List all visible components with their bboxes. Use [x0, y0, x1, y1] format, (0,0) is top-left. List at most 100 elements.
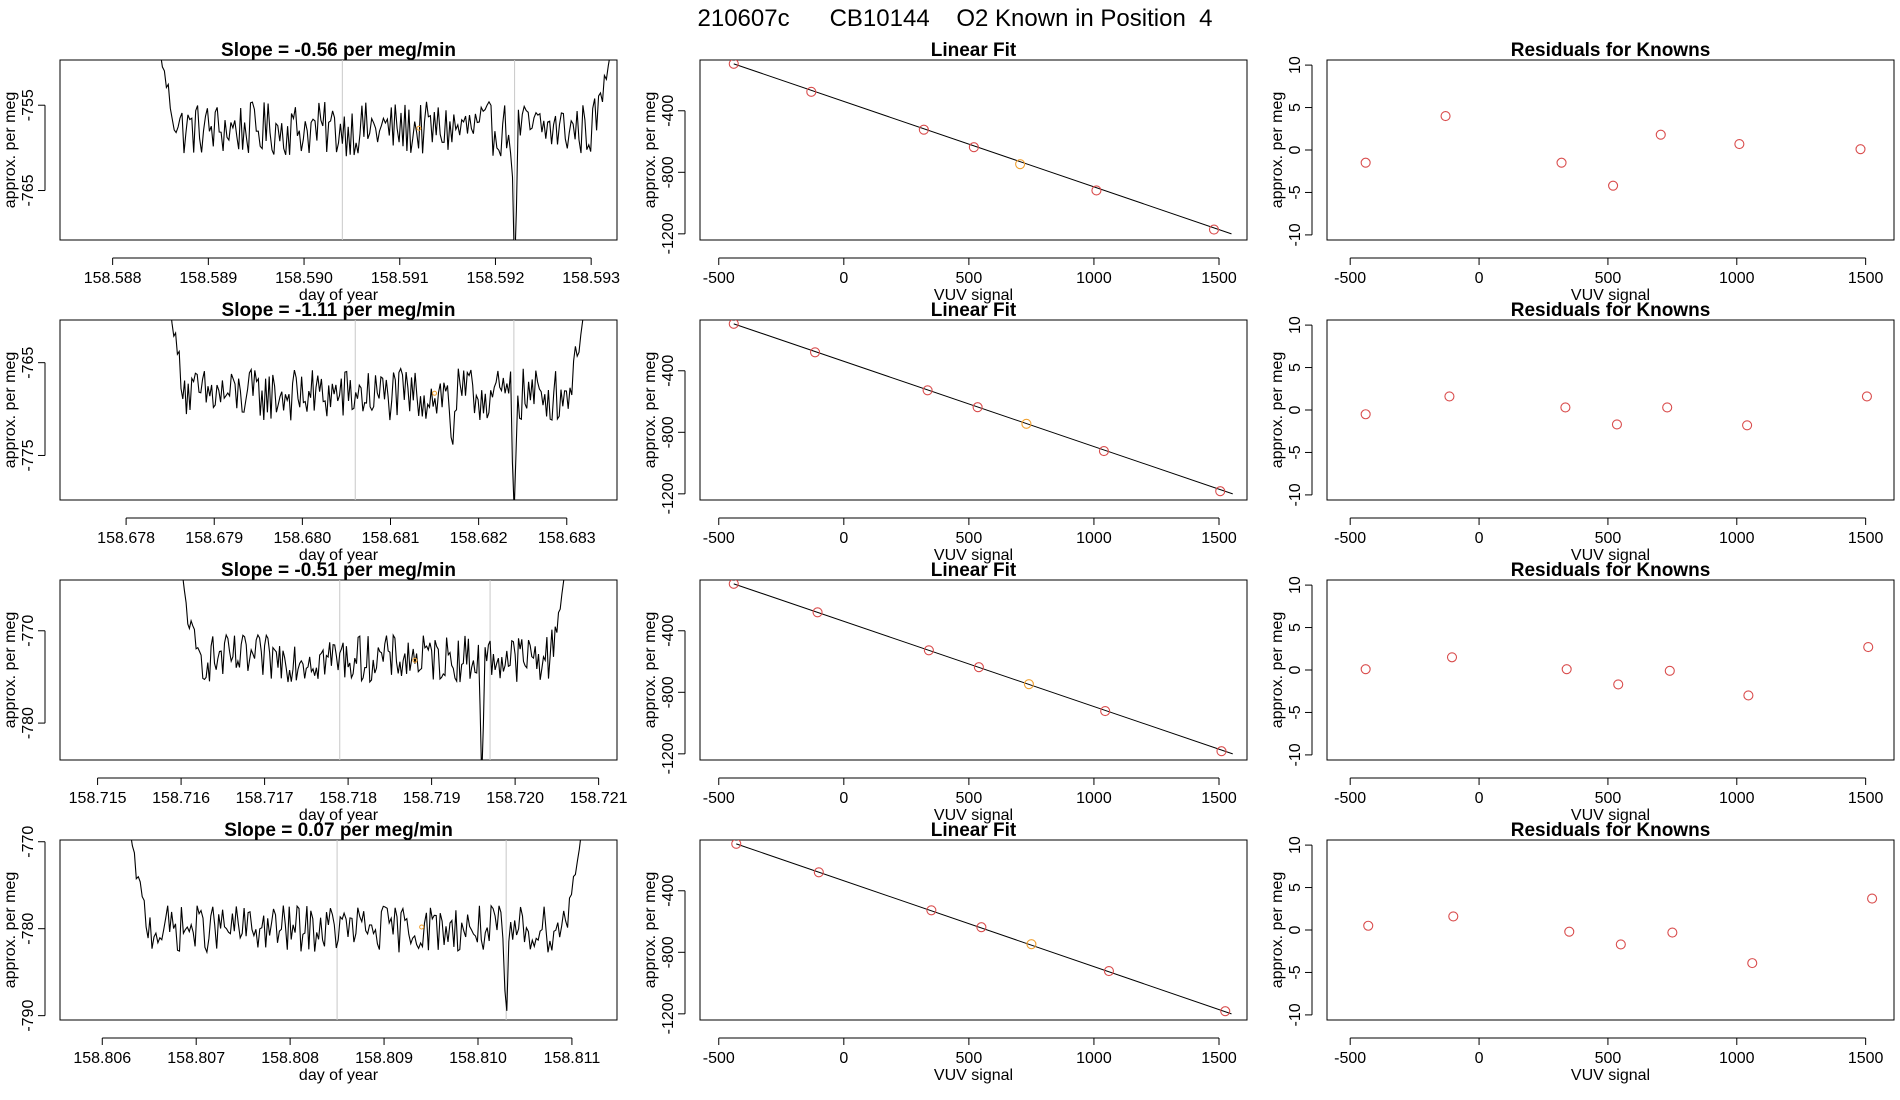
panel-r1c3: Residuals for Knowns -500 0 500 1000 1500 VUV …	[1269, 40, 1895, 304]
y-axis-label: approx. per meg	[2, 872, 19, 989]
x-tick-label: 158.683	[538, 530, 596, 547]
panel-title: Slope = 0.07 per meg/min	[224, 820, 453, 841]
x-tick-label: 1000	[1719, 530, 1755, 547]
panel-r1c1: Slope = -0.56 per meg/min 158.588 158.589 1…	[2, 40, 620, 304]
data-point	[1664, 665, 1675, 676]
x-tick-label: 1000	[1076, 530, 1112, 547]
plot-frame	[59, 319, 618, 501]
x-axis-label: day of year	[299, 547, 379, 564]
data-point	[1100, 706, 1111, 717]
x-tick-label: 0	[1475, 790, 1484, 807]
x-tick-label: 158.593	[562, 270, 620, 287]
x-tick-label: 1000	[1076, 270, 1112, 287]
fit-line	[733, 323, 1233, 495]
x-tick-label: 0	[1475, 1050, 1484, 1067]
y-axis-label: approx. per meg	[1269, 352, 1286, 469]
y-tick-label: -765	[20, 174, 37, 206]
x-tick-label: -500	[703, 530, 735, 547]
data-point	[922, 385, 933, 396]
y-axis-label: approx. per meg	[642, 872, 659, 989]
x-tick-label: -500	[1334, 530, 1366, 547]
x-tick-label: 158.591	[371, 270, 429, 287]
x-tick-label: 1500	[1848, 530, 1884, 547]
x-tick-label: -500	[1334, 270, 1366, 287]
data-point	[972, 402, 983, 413]
x-axis: -500 0 500 1000 1500 VUV signal	[1334, 1037, 1884, 1084]
plot-data	[1363, 893, 1878, 969]
data-point	[1216, 746, 1227, 757]
y-axis-label: approx. per meg	[642, 612, 659, 729]
plot-data	[130, 840, 581, 1020]
data-point	[1103, 966, 1114, 977]
x-axis: -500 0 500 1000 1500 VUV signal	[703, 1037, 1237, 1084]
y-axis-label: approx. per meg	[1269, 92, 1286, 209]
y-tick-label: -780	[20, 707, 37, 739]
plot-frame	[1326, 59, 1895, 241]
plot-frame	[699, 579, 1248, 761]
x-tick-label: 1500	[1201, 270, 1237, 287]
plot-frame	[59, 59, 618, 241]
x-axis: -500 0 500 1000 1500 VUV signal	[703, 777, 1237, 824]
panel-title: Slope = -0.56 per meg/min	[221, 40, 456, 61]
x-tick-label: 1000	[1719, 1050, 1755, 1067]
data-point	[1564, 926, 1575, 937]
data-point	[728, 320, 739, 329]
y-tick-label: -770	[20, 826, 37, 858]
x-tick-label: 0	[839, 790, 848, 807]
x-tick-label: 158.810	[449, 1050, 507, 1067]
data-point	[1015, 159, 1026, 170]
data-point	[1867, 893, 1878, 904]
y-axis-label: approx. per meg	[2, 92, 19, 209]
panel-title: Linear Fit	[931, 560, 1017, 581]
x-axis: 158.806 158.807 158.808 158.809 158.810 158.8…	[73, 1037, 600, 1084]
plot-frame	[699, 319, 1248, 501]
x-tick-label: 158.809	[355, 1050, 413, 1067]
y-tick-label: 10	[1287, 56, 1304, 74]
highlight-marker	[416, 125, 422, 131]
data-point	[1747, 958, 1758, 969]
x-axis-label: VUV signal	[1571, 807, 1650, 824]
panel-r4c3: Residuals for Knowns -500 0 500 1000 1500 VUV …	[1269, 820, 1895, 1084]
x-tick-label: 500	[956, 530, 983, 547]
x-tick-label: 158.715	[69, 790, 127, 807]
data-point	[1446, 652, 1458, 663]
y-axis-label: approx. per meg	[1269, 612, 1286, 729]
x-tick-label: 500	[1595, 790, 1622, 807]
data-point	[810, 347, 821, 358]
data-point	[1743, 690, 1754, 701]
y-tick-label: 5	[1287, 883, 1304, 892]
x-tick-label: 158.716	[152, 790, 210, 807]
y-tick-label: -5	[1287, 965, 1304, 979]
y-axis-label: approx. per meg	[642, 92, 659, 209]
series-line	[130, 840, 581, 1011]
y-tick-label: -770	[20, 615, 37, 647]
plot-frame	[699, 839, 1248, 1021]
panel-title: Linear Fit	[931, 820, 1017, 841]
x-tick-label: 158.720	[486, 790, 544, 807]
data-point	[812, 607, 823, 618]
plot-data	[728, 580, 1233, 757]
data-point	[1021, 418, 1032, 429]
x-tick-label: 158.806	[73, 1050, 131, 1067]
x-tick-label: -500	[703, 270, 735, 287]
x-axis-label: VUV signal	[1571, 547, 1650, 564]
x-axis: -500 0 500 1000 1500 VUV signal	[1334, 517, 1884, 564]
x-axis: -500 0 500 1000 1500 VUV signal	[703, 517, 1237, 564]
plot-data	[160, 60, 610, 240]
data-point	[973, 662, 984, 673]
plot-frame	[59, 579, 618, 761]
data-point	[1360, 157, 1371, 168]
data-point	[806, 86, 817, 97]
x-axis: -500 0 500 1000 1500 VUV signal	[703, 257, 1237, 304]
y-axis-label: approx. per meg	[642, 352, 659, 469]
x-axis: 158.588 158.589 158.590 158.591 158.592 158.5…	[84, 257, 620, 304]
data-point	[1667, 927, 1678, 938]
x-tick-label: 158.680	[273, 530, 331, 547]
x-tick-label: 0	[1475, 270, 1484, 287]
